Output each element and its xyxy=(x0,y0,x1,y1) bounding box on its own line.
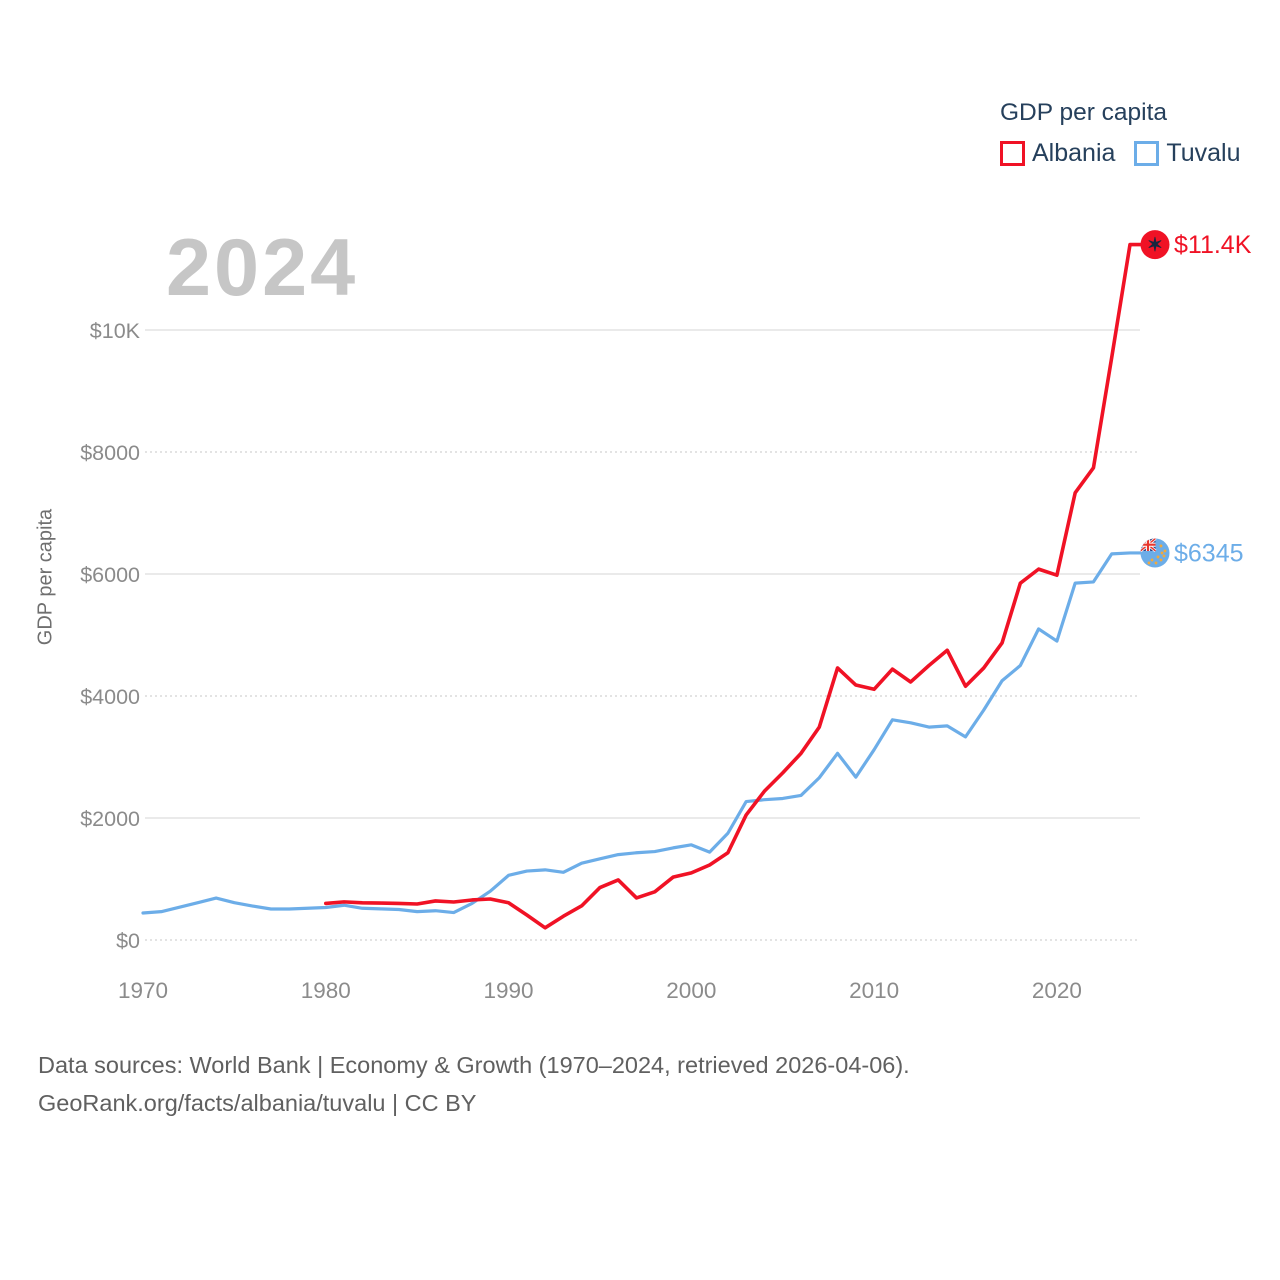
x-tick-label: 2000 xyxy=(666,978,716,1003)
tuvalu-end-label: $6345 xyxy=(1174,539,1244,567)
legend-items: Albania Tuvalu xyxy=(1000,139,1260,168)
footer: Data sources: World Bank | Economy & Gro… xyxy=(38,1046,910,1122)
y-tick-label: $4000 xyxy=(80,685,140,709)
x-tick-label: 1990 xyxy=(484,978,534,1003)
x-tick-label: 2010 xyxy=(849,978,899,1003)
legend-item-tuvalu[interactable]: Tuvalu xyxy=(1134,139,1241,168)
y-tick-label: $0 xyxy=(116,929,140,953)
legend-label-tuvalu: Tuvalu xyxy=(1166,139,1241,167)
y-tick-label: $2000 xyxy=(80,807,140,831)
albania-line[interactable] xyxy=(323,242,1143,930)
y-tick-label: $10K xyxy=(90,319,141,343)
albania-swatch-icon xyxy=(1000,141,1025,166)
albania-flag-marker[interactable]: ✶ xyxy=(1140,230,1170,260)
x-tick-label: 2020 xyxy=(1032,978,1082,1003)
y-tick-label: $6000 xyxy=(80,563,140,587)
albania-end-label: $11.4K xyxy=(1174,231,1252,259)
legend-title: GDP per capita xyxy=(1000,99,1168,126)
year-watermark: 2024 xyxy=(166,223,359,313)
legend-item-albania[interactable]: Albania xyxy=(1000,139,1115,168)
y-tick-label: $8000 xyxy=(80,441,140,465)
svg-text:✶: ✶ xyxy=(1147,235,1163,256)
tuvalu-swatch-icon xyxy=(1134,141,1160,166)
footer-attribution-line: GeoRank.org/facts/albania/tuvalu | CC BY xyxy=(38,1090,477,1116)
legend: GDP per capita Albania Tuvalu xyxy=(1000,99,1260,168)
tuvalu-flag-marker[interactable] xyxy=(1140,538,1170,568)
x-tick-label: 1970 xyxy=(118,978,168,1003)
tuvalu-line[interactable] xyxy=(141,551,1143,915)
legend-label-albania: Albania xyxy=(1032,139,1116,167)
footer-sources-line: Data sources: World Bank | Economy & Gro… xyxy=(38,1052,910,1078)
x-tick-label: 1980 xyxy=(301,978,351,1003)
